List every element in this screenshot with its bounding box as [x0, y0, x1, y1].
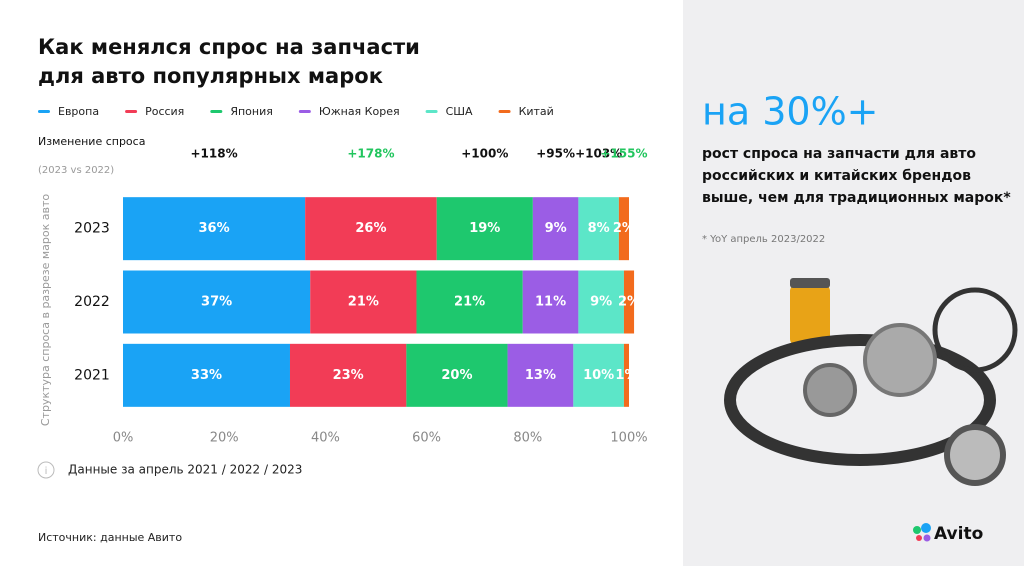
- bar-segment: [436, 197, 533, 261]
- bar-segment: [573, 343, 624, 407]
- value-label: 11%: [535, 295, 566, 310]
- value-label: 10%: [583, 368, 614, 383]
- side-text: выше, чем для традиционных марок*: [702, 190, 1011, 206]
- value-label: 1%: [615, 368, 637, 383]
- change-label: +155%: [600, 147, 647, 161]
- legend-label: США: [446, 105, 473, 118]
- bar-segment: [416, 270, 523, 334]
- bar-segment: [123, 197, 306, 261]
- bar-segment: [123, 270, 311, 334]
- value-label: 37%: [201, 295, 232, 310]
- logo: Avito: [934, 524, 983, 544]
- chart-title: Как менялся спрос на запчасти: [38, 35, 420, 59]
- legend-swatch: [210, 110, 223, 113]
- change-label: +95%: [536, 147, 575, 161]
- ring: [932, 287, 1018, 373]
- bar-segment: [578, 270, 624, 334]
- value-label: 21%: [348, 295, 379, 310]
- side-text: российских и китайских брендов: [702, 168, 971, 184]
- legend-label: Китай: [519, 105, 554, 118]
- bar-segment: [623, 270, 635, 334]
- value-label: 2%: [613, 221, 635, 236]
- value-label: 26%: [355, 221, 386, 236]
- bar-segment: [406, 343, 508, 407]
- bar-segment: [578, 197, 619, 261]
- value-label: 2%: [618, 295, 640, 310]
- value-label: 36%: [199, 221, 230, 236]
- oil-filter-cap: [790, 278, 830, 288]
- pulley: [803, 363, 857, 417]
- value-label: 19%: [469, 221, 500, 236]
- bar-segment: [123, 343, 290, 407]
- value-label: 23%: [333, 368, 364, 383]
- logo-dot: [921, 523, 931, 533]
- oil-filter: [790, 285, 830, 345]
- legend-label: Россия: [145, 105, 184, 118]
- bar-segment: [522, 270, 579, 334]
- x-tick-label: 20%: [210, 431, 239, 446]
- info-icon: [37, 461, 55, 479]
- logo-dot: [923, 534, 931, 542]
- logo-dot: [916, 535, 922, 541]
- source: Источник: данные Авито: [38, 531, 182, 544]
- legend-swatch: [38, 110, 50, 113]
- logo-dot: [913, 526, 921, 534]
- change-title: Изменение спроса: [38, 135, 145, 148]
- parts-illustration: [724, 278, 1018, 486]
- value-label: 8%: [588, 221, 610, 236]
- y-axis-label: Структура спроса в разрезе марок авто: [39, 194, 52, 427]
- bar-segment: [305, 197, 437, 261]
- bar-segment: [623, 343, 629, 407]
- headline: на 30%+: [702, 90, 879, 134]
- info-icon-glyph: i: [45, 466, 48, 477]
- side-text: рост спроса на запчасти для авто: [702, 146, 976, 162]
- legend-label: Европа: [58, 105, 99, 118]
- footnote: * YoY апрель 2023/2022: [702, 234, 825, 245]
- bar-segment: [618, 197, 629, 261]
- bar-segment: [507, 343, 574, 407]
- pulley: [863, 323, 937, 397]
- note: Данные за апрель 2021 / 2022 / 2023: [68, 463, 302, 477]
- y-tick-label: 2021: [74, 367, 110, 383]
- bearing: [944, 424, 1006, 486]
- chart-title: для авто популярных марок: [38, 64, 383, 88]
- change-label: +100%: [461, 147, 508, 161]
- belt: [724, 334, 996, 466]
- legend-swatch: [498, 110, 511, 113]
- y-tick-label: 2022: [74, 294, 110, 310]
- x-tick-label: 40%: [311, 431, 340, 446]
- change-label: +103%: [575, 147, 622, 161]
- value-label: 9%: [590, 295, 612, 310]
- x-tick-label: 0%: [113, 431, 134, 446]
- legend-swatch: [298, 110, 311, 113]
- change-label: +118%: [191, 147, 238, 161]
- bar-segment: [310, 270, 417, 334]
- value-label: 33%: [191, 368, 222, 383]
- x-tick-label: 100%: [610, 431, 647, 446]
- value-label: 20%: [441, 368, 472, 383]
- value-label: 13%: [525, 368, 556, 383]
- legend-swatch: [425, 110, 438, 113]
- legend-label: Южная Корея: [319, 105, 400, 118]
- y-tick-label: 2023: [74, 221, 110, 237]
- legend-swatch: [125, 110, 138, 113]
- x-tick-label: 80%: [513, 431, 542, 446]
- legend-label: Япония: [230, 105, 273, 118]
- bar-segment: [289, 343, 407, 407]
- value-label: 21%: [454, 295, 485, 310]
- value-label: 9%: [545, 221, 567, 236]
- x-tick-label: 60%: [412, 431, 441, 446]
- change-label: +178%: [347, 147, 394, 161]
- change-subtitle: (2023 vs 2022): [38, 165, 114, 176]
- bar-segment: [532, 197, 579, 261]
